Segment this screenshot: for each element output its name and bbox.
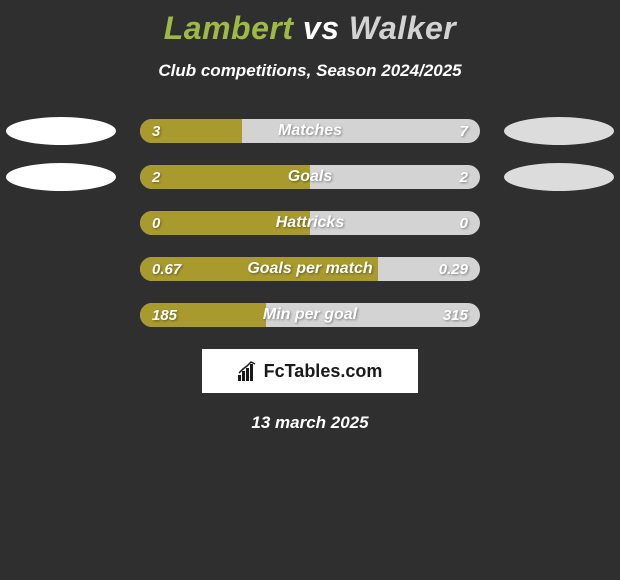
stat-value-right: 0.29 [439,261,468,278]
stat-label: Goals [140,168,480,186]
stat-row: 185Min per goal315 [0,303,620,327]
player2-oval [504,117,614,145]
logo: FcTables.com [238,361,383,382]
stat-row: 3Matches7 [0,119,620,143]
comparison-card: Lambert vs Walker Club competitions, Sea… [0,0,620,433]
stat-bar: 0Hattricks0 [140,211,480,235]
stat-value-right: 0 [460,215,468,232]
stat-value-right: 315 [443,307,468,324]
date: 13 march 2025 [0,413,620,433]
subtitle: Club competitions, Season 2024/2025 [0,61,620,81]
stat-row: 0Hattricks0 [0,211,620,235]
stat-value-right: 7 [460,123,468,140]
player2-oval [504,163,614,191]
stat-row: 0.67Goals per match0.29 [0,257,620,281]
player1-oval [6,163,116,191]
stat-label: Matches [140,122,480,140]
player1-oval [6,117,116,145]
stat-bar: 185Min per goal315 [140,303,480,327]
title: Lambert vs Walker [0,10,620,47]
stat-value-right: 2 [460,169,468,186]
bars-icon [238,361,260,381]
stat-bar: 0.67Goals per match0.29 [140,257,480,281]
stat-label: Hattricks [140,214,480,232]
stat-row: 2Goals2 [0,165,620,189]
stat-bar: 3Matches7 [140,119,480,143]
logo-text: FcTables.com [264,361,383,382]
logo-box: FcTables.com [202,349,418,393]
stat-rows: 3Matches7 2Goals2 0Hattricks0 0.67Goals per… [0,119,620,327]
player1-name: Lambert [164,10,294,46]
player2-name: Walker [349,10,456,46]
vs-text: vs [303,10,340,46]
stat-label: Min per goal [140,306,480,324]
stat-label: Goals per match [140,260,480,278]
stat-bar: 2Goals2 [140,165,480,189]
